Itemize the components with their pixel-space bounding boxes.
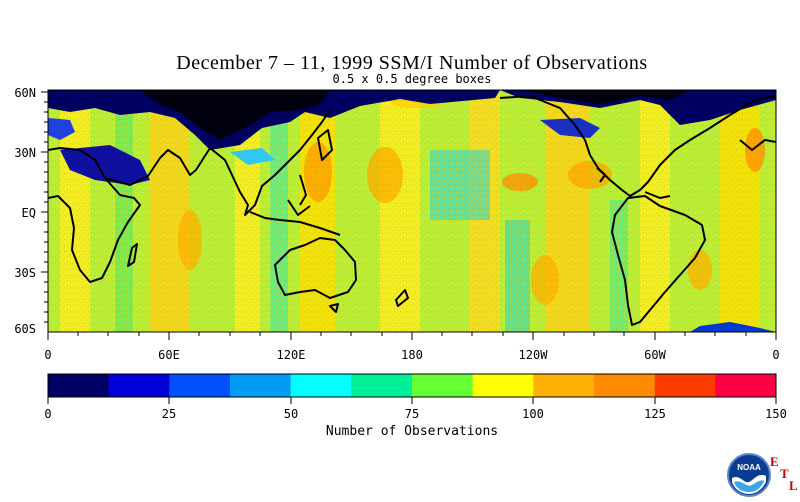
- map-title: December 7 – 11, 1999 SSM/I Number of Ob…: [176, 52, 648, 74]
- colorbar-swatch: [715, 374, 777, 397]
- colorbar-label-50: 50: [283, 407, 299, 421]
- colorbar-swatch: [48, 374, 110, 397]
- lat-label-60n: 60N: [14, 86, 36, 100]
- noaa-etl-logo: NOAA E T L: [726, 452, 800, 500]
- lon-label-180: 180: [401, 348, 423, 362]
- colorbar-swatch: [290, 374, 352, 397]
- colorbar-ticks: [47, 397, 777, 404]
- lon-label-60w: 60W: [644, 348, 666, 362]
- lon-label-60e: 60E: [158, 348, 180, 362]
- noaa-logo-text: NOAA: [737, 463, 761, 472]
- lat-label-60s: 60S: [14, 322, 36, 336]
- coastlines: [48, 95, 776, 326]
- colorbar-swatch: [594, 374, 656, 397]
- colorbar-title: Number of Observations: [325, 424, 499, 439]
- low-observation-regions: [48, 90, 776, 332]
- colorbar-swatch: [230, 374, 292, 397]
- logo-letter-e: E: [770, 454, 779, 469]
- colorbar-swatch: [169, 374, 231, 397]
- logo-letter-t: T: [780, 466, 789, 481]
- lat-label-30n: 30N: [14, 146, 36, 160]
- longitude-ticks: [47, 332, 777, 340]
- colorbar-label-75: 75: [404, 407, 420, 421]
- lon-label-0-end: 0: [772, 348, 780, 362]
- colorbar-swatch: [108, 374, 170, 397]
- colorbar: [47, 373, 777, 398]
- latitude-ticks: [41, 91, 48, 323]
- colorbar-swatch: [472, 374, 534, 397]
- lon-label-0: 0: [44, 348, 52, 362]
- colorbar-label-0: 0: [44, 407, 52, 421]
- colorbar-swatch: [533, 374, 595, 397]
- observation-field: [48, 90, 776, 332]
- colorbar-label-125: 125: [644, 407, 666, 421]
- colorbar-label-100: 100: [522, 407, 544, 421]
- colorbar-label-150: 150: [765, 407, 787, 421]
- map-subtitle: 0.5 x 0.5 degree boxes: [332, 72, 492, 86]
- lat-label-30s: 30S: [14, 266, 36, 280]
- colorbar-swatch: [412, 374, 474, 397]
- logo-letter-l: L: [789, 478, 798, 493]
- noaa-logo-icon: NOAA: [727, 453, 771, 497]
- colorbar-swatch: [351, 374, 413, 397]
- lon-label-120e: 120E: [276, 348, 306, 362]
- colorbar-swatch: [654, 374, 716, 397]
- lon-label-120w: 120W: [518, 348, 548, 362]
- lat-label-eq: EQ: [21, 206, 36, 220]
- colorbar-label-25: 25: [161, 407, 177, 421]
